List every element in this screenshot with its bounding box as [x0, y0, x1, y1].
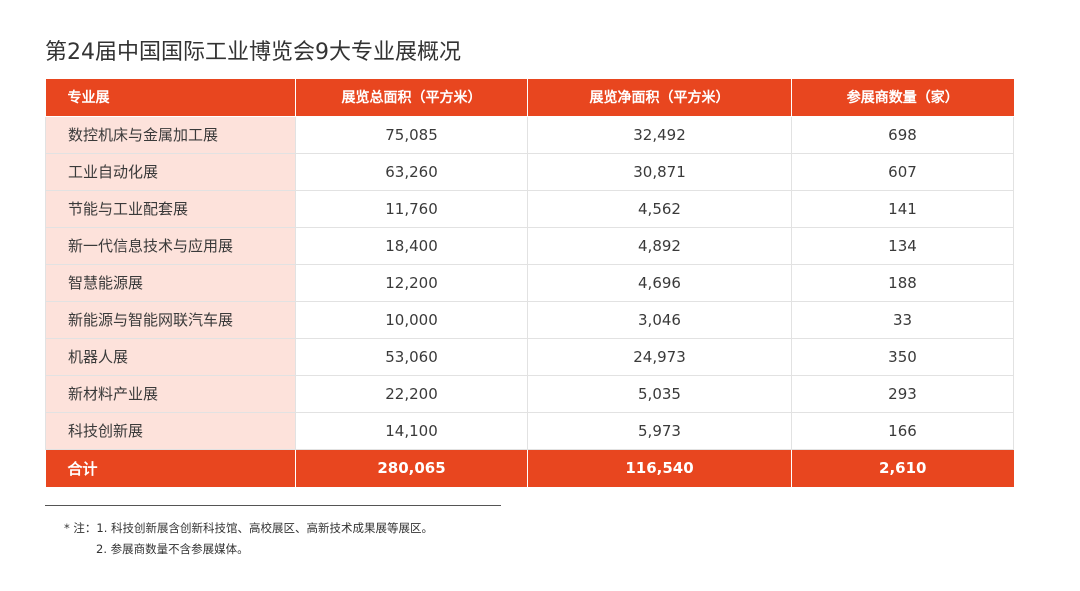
page-title: 第24届中国国际工业博览会9大专业展概况	[45, 40, 461, 65]
cell-net-area: 24,973	[527, 337, 792, 376]
footnotes: * 注：1. 科技创新展含创新科技馆、高校展区、高新技术成果展等展区。 2. 参…	[64, 518, 433, 560]
cell-net-area: 4,696	[527, 263, 792, 302]
cell-total-area: 18,400	[295, 226, 528, 265]
column-header-net-area: 展览净面积（平方米）	[527, 79, 792, 117]
cell-net-area: 4,892	[527, 226, 792, 265]
cell-net-area: 3,046	[527, 300, 792, 339]
table-row: 新一代信息技术与应用展 18,400 4,892 134	[45, 226, 1014, 265]
cell-exhibition-name: 数控机床与金属加工展	[45, 115, 296, 154]
table-row: 数控机床与金属加工展 75,085 32,492 698	[45, 115, 1014, 154]
cell-total-area: 22,200	[295, 374, 528, 413]
cell-net-area: 5,035	[527, 374, 792, 413]
total-exhibitor-count: 2,610	[791, 448, 1014, 487]
cell-net-area: 32,492	[527, 115, 792, 154]
table-row: 节能与工业配套展 11,760 4,562 141	[45, 189, 1014, 228]
cell-total-area: 53,060	[295, 337, 528, 376]
table-header-row: 专业展 展览总面积（平方米） 展览净面积（平方米） 参展商数量（家）	[45, 79, 1014, 117]
cell-exhibitor-count: 33	[791, 300, 1014, 339]
footnote-1: * 注：1. 科技创新展含创新科技馆、高校展区、高新技术成果展等展区。	[64, 521, 434, 535]
cell-net-area: 30,871	[527, 152, 792, 191]
cell-net-area: 4,562	[527, 189, 792, 228]
cell-total-area: 12,200	[295, 263, 528, 302]
cell-net-area: 5,973	[527, 411, 792, 450]
cell-total-area: 10,000	[295, 300, 528, 339]
cell-total-area: 63,260	[295, 152, 528, 191]
cell-exhibition-name: 机器人展	[45, 337, 296, 376]
column-header-exhibitor-count: 参展商数量（家）	[791, 79, 1014, 117]
table-row: 机器人展 53,060 24,973 350	[45, 337, 1014, 376]
footnote-2: 2. 参展商数量不含参展媒体。	[96, 542, 249, 556]
column-header-exhibition: 专业展	[45, 79, 296, 117]
cell-exhibition-name: 智慧能源展	[45, 263, 296, 302]
table-row: 科技创新展 14,100 5,973 166	[45, 411, 1014, 450]
cell-exhibitor-count: 141	[791, 189, 1014, 228]
cell-exhibition-name: 科技创新展	[45, 411, 296, 450]
cell-exhibitor-count: 350	[791, 337, 1014, 376]
cell-exhibition-name: 节能与工业配套展	[45, 189, 296, 228]
cell-exhibition-name: 工业自动化展	[45, 152, 296, 191]
cell-exhibition-name: 新材料产业展	[45, 374, 296, 413]
total-net-area: 116,540	[527, 448, 792, 487]
table-row: 工业自动化展 63,260 30,871 607	[45, 152, 1014, 191]
cell-total-area: 14,100	[295, 411, 528, 450]
table-total-row: 合计 280,065 116,540 2,610	[45, 448, 1014, 487]
cell-exhibition-name: 新能源与智能网联汽车展	[45, 300, 296, 339]
cell-exhibitor-count: 698	[791, 115, 1014, 154]
cell-exhibitor-count: 166	[791, 411, 1014, 450]
total-total-area: 280,065	[295, 448, 528, 487]
column-header-total-area: 展览总面积（平方米）	[295, 79, 528, 117]
total-label: 合计	[45, 448, 296, 487]
cell-total-area: 75,085	[295, 115, 528, 154]
table-row: 新材料产业展 22,200 5,035 293	[45, 374, 1014, 413]
exhibition-table: 专业展 展览总面积（平方米） 展览净面积（平方米） 参展商数量（家） 数控机床与…	[45, 79, 1014, 487]
cell-total-area: 11,760	[295, 189, 528, 228]
cell-exhibitor-count: 607	[791, 152, 1014, 191]
table-row: 智慧能源展 12,200 4,696 188	[45, 263, 1014, 302]
cell-exhibition-name: 新一代信息技术与应用展	[45, 226, 296, 265]
cell-exhibitor-count: 134	[791, 226, 1014, 265]
table-body: 数控机床与金属加工展 75,085 32,492 698 工业自动化展 63,260 30,…	[45, 115, 1014, 450]
footnote-divider	[45, 505, 501, 506]
cell-exhibitor-count: 188	[791, 263, 1014, 302]
cell-exhibitor-count: 293	[791, 374, 1014, 413]
table-row: 新能源与智能网联汽车展 10,000 3,046 33	[45, 300, 1014, 339]
